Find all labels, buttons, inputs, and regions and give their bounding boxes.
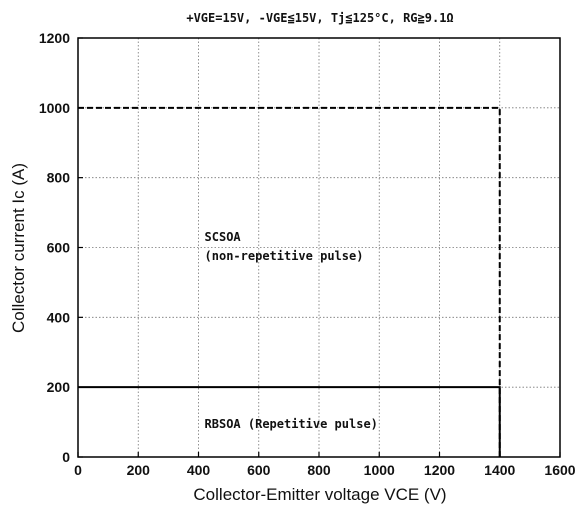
y-tick-label: 600 xyxy=(47,240,71,256)
annotation-label: (non-repetitive pulse) xyxy=(205,249,364,263)
x-tick-label: 600 xyxy=(247,462,271,478)
y-axis-ticks: 0 200 400 600 800 1000 1200 xyxy=(39,30,83,465)
rbsoa-boundary-line xyxy=(78,386,501,457)
y-tick-label: 0 xyxy=(62,449,70,465)
x-tick-label: 1200 xyxy=(424,462,455,478)
gridlines xyxy=(78,38,560,457)
x-tick-label: 200 xyxy=(127,462,151,478)
chart-conditions: +VGE=15V, -VGE≦15V, Tj≦125°C, RG≧9.1Ω xyxy=(186,11,453,25)
annotation-label: SCSOA xyxy=(205,230,242,244)
annotations: SCSOA (non-repetitive pulse) RBSOA (Repeti… xyxy=(205,230,378,431)
x-tick-label: 1400 xyxy=(484,462,515,478)
x-tick-label: 400 xyxy=(187,462,211,478)
x-tick-label: 1000 xyxy=(364,462,395,478)
x-axis-label: Collector-Emitter voltage VCE (V) xyxy=(193,485,446,504)
y-axis-label: Collector current Ic (A) xyxy=(9,163,28,333)
y-tick-label: 200 xyxy=(47,379,71,395)
x-tick-label: 1600 xyxy=(544,462,575,478)
scsoa-boundary-line xyxy=(78,106,501,457)
y-tick-label: 800 xyxy=(47,170,71,186)
y-tick-label: 1000 xyxy=(39,100,70,116)
series-lines xyxy=(78,106,501,457)
annotation-label: RBSOA (Repetitive pulse) xyxy=(205,417,378,431)
x-tick-label: 800 xyxy=(307,462,331,478)
y-tick-label: 400 xyxy=(47,309,71,325)
y-tick-label: 1200 xyxy=(39,30,70,46)
x-tick-label: 0 xyxy=(74,462,82,478)
x-axis-ticks: 0 200 400 600 800 1000 1200 1400 1600 xyxy=(74,452,576,478)
